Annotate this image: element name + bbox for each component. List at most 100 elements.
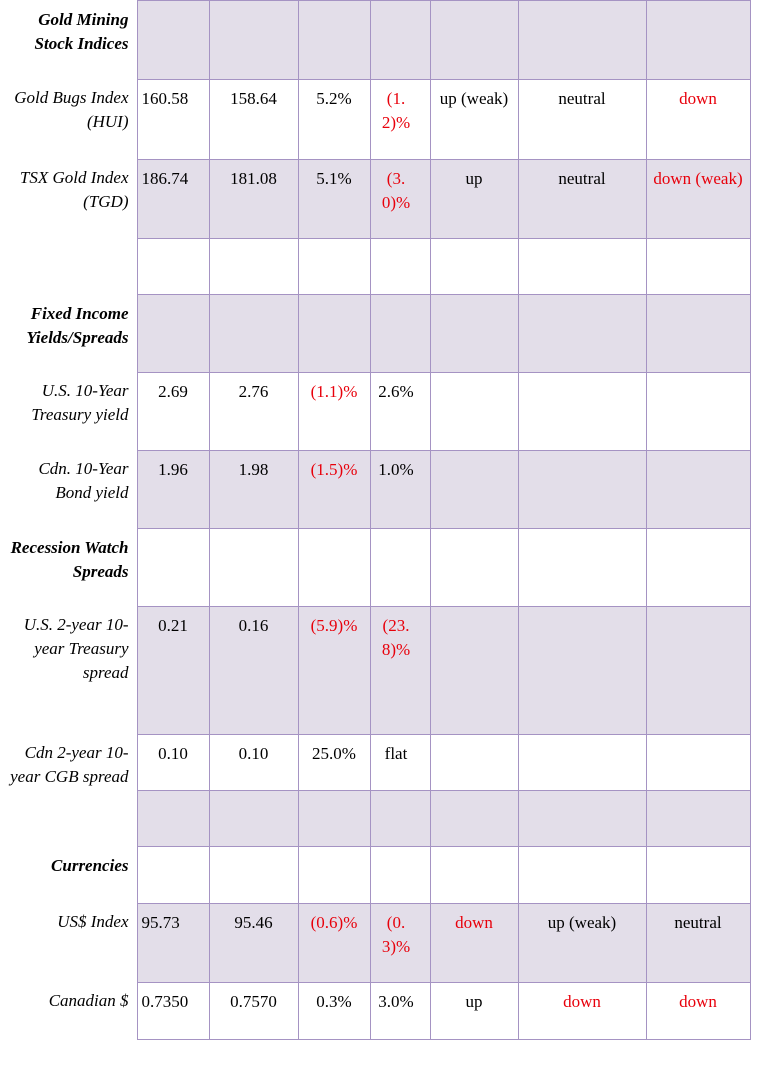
table-row: Gold Mining Stock Indices <box>0 0 751 80</box>
table-row: Fixed Income Yields/Spreads <box>0 294 751 373</box>
table-row: U.S. 10-Year Treasury yield 2.69 2.76 (1.1)… <box>0 372 751 451</box>
table-cell: neutral <box>517 159 647 239</box>
table-cell <box>429 0 519 80</box>
table-cell: 2.69 <box>136 372 210 451</box>
table-cell: 0.10 <box>208 734 299 791</box>
table-cell <box>517 294 647 373</box>
table-row: Recession Watch Spreads <box>0 528 751 607</box>
table-cell: (1.5)% <box>297 450 371 529</box>
table-cell <box>517 734 647 791</box>
table-cell: 158.64 <box>208 79 299 160</box>
table-cell: down <box>517 982 647 1040</box>
section-heading: Currencies <box>51 855 129 875</box>
table-cell <box>208 846 299 904</box>
table-cell <box>645 790 751 847</box>
table-cell <box>517 528 647 607</box>
table-cell <box>297 790 371 847</box>
row-label: US$ Index <box>57 911 129 931</box>
table-cell: 25.0% <box>297 734 371 791</box>
table-cell: flat <box>369 734 431 791</box>
row-label: Gold Bugs Index (HUI) <box>14 87 129 131</box>
table-cell <box>429 528 519 607</box>
table-cell: (0.6)% <box>297 903 371 983</box>
table-cell <box>369 238 431 295</box>
table-cell: 5.2% <box>297 79 371 160</box>
table-row: Canadian $0.7350 0.7570 0.3% 3.0% up down down <box>0 982 751 1040</box>
table-cell <box>429 846 519 904</box>
table-cell: 5.1% <box>297 159 371 239</box>
table-cell <box>369 528 431 607</box>
table-cell: (23.8)% <box>369 606 431 735</box>
table-cell <box>136 294 210 373</box>
table-cell <box>208 238 299 295</box>
table-cell: (1.1)% <box>297 372 371 451</box>
table-cell <box>645 734 751 791</box>
table-cell: up <box>429 982 519 1040</box>
table-cell: 95.73 <box>136 903 210 983</box>
table-cell <box>208 0 299 80</box>
table-cell: 0.16 <box>208 606 299 735</box>
table-cell: down <box>645 79 751 160</box>
table-cell <box>645 846 751 904</box>
table-cell <box>136 0 210 80</box>
table-cell <box>517 790 647 847</box>
table-cell <box>517 450 647 529</box>
table-cell <box>517 372 647 451</box>
table-cell <box>645 0 751 80</box>
table-cell: down (weak) <box>645 159 751 239</box>
table-cell: 1.96 <box>136 450 210 529</box>
table-cell <box>517 238 647 295</box>
table-cell <box>645 238 751 295</box>
table-cell: (1.2)% <box>369 79 431 160</box>
table-cell <box>297 294 371 373</box>
table-cell: 0.10 <box>136 734 210 791</box>
table-cell: 0.7570 <box>208 982 299 1040</box>
table-cell: 186.74 <box>136 159 210 239</box>
table-row: Cdn 2-year 10-year CGB spread 0.10 0.10 25.… <box>0 734 751 791</box>
table-cell: 181.08 <box>208 159 299 239</box>
row-label <box>0 791 137 847</box>
table-cell <box>208 294 299 373</box>
table-cell: (0.3)% <box>369 903 431 983</box>
table-cell <box>136 238 210 295</box>
row-label: U.S. 2-year 10-year Treasury spread <box>23 614 129 682</box>
table-cell: 160.58 <box>136 79 210 160</box>
table-cell <box>429 790 519 847</box>
table-cell <box>208 528 299 607</box>
row-label: Cdn 2-year 10-year CGB spread <box>10 742 129 786</box>
table-cell: 3.0% <box>369 982 431 1040</box>
table-cell: neutral <box>517 79 647 160</box>
section-heading: Fixed Income Yields/Spreads <box>26 303 129 347</box>
table-cell <box>429 372 519 451</box>
table-cell <box>429 238 519 295</box>
table-cell <box>136 790 210 847</box>
table-cell: 2.6% <box>369 372 431 451</box>
table-cell <box>136 846 210 904</box>
table-cell: 0.7350 <box>136 982 210 1040</box>
row-label <box>0 239 137 295</box>
table-cell <box>369 790 431 847</box>
table-row: U.S. 2-year 10-year Treasury spread 0.21 0… <box>0 606 751 735</box>
table-cell: down <box>645 982 751 1040</box>
table-cell: neutral <box>645 903 751 983</box>
table-cell <box>517 0 647 80</box>
table-row: Gold Bugs Index (HUI) 160.58 158.64 5.2% (1.… <box>0 79 751 160</box>
table-cell <box>429 606 519 735</box>
table-cell <box>297 0 371 80</box>
section-heading: Gold Mining Stock Indices <box>34 9 129 53</box>
table-row: TSX Gold Index (TGD) 186.74 181.08 5.1% (3.0… <box>0 159 751 239</box>
table-cell <box>645 528 751 607</box>
table-cell: (3.0)% <box>369 159 431 239</box>
table-cell <box>369 0 431 80</box>
table-cell: 95.46 <box>208 903 299 983</box>
table-cell: 0.21 <box>136 606 210 735</box>
table-cell: up (weak) <box>517 903 647 983</box>
row-label: TSX Gold Index (TGD) <box>19 167 129 211</box>
row-label: Cdn. 10-Year Bond yield <box>38 458 129 502</box>
table-cell: 1.98 <box>208 450 299 529</box>
section-heading: Recession Watch Spreads <box>10 537 129 581</box>
row-label: Canadian $ <box>48 990 129 1010</box>
table-cell <box>429 450 519 529</box>
market-indicators-table: Gold Mining Stock Indices Gold Bugs Index… <box>0 0 751 1040</box>
table-cell <box>297 528 371 607</box>
